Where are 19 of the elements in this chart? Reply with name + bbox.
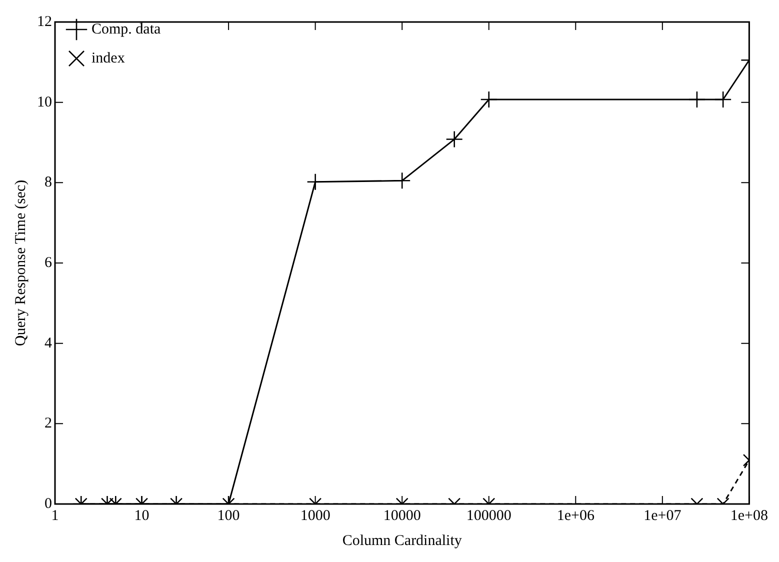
y-axis-title: Query Response Time (sec): [12, 180, 29, 346]
x-tick-label: 1e+08: [730, 508, 768, 524]
y-tick-label: 4: [44, 335, 52, 352]
x-tick-label: 1e+07: [644, 508, 682, 524]
y-tick-label: 8: [44, 174, 52, 191]
x-tick-label: 100: [217, 508, 240, 524]
x-tick-label: 1000: [300, 508, 330, 524]
x-tick-label: 1: [51, 508, 59, 524]
y-tick-label: 12: [37, 14, 52, 30]
y-tick-label: 2: [44, 416, 52, 432]
x-tick-label: 1e+06: [556, 508, 595, 524]
legend-label: index: [92, 50, 126, 66]
y-tick-label: 10: [37, 94, 52, 110]
y-tick-label: 6: [44, 254, 52, 271]
y-tick-label: 0: [44, 496, 52, 512]
x-tick-label: 10000: [383, 508, 421, 524]
x-tick-label: 10: [134, 508, 150, 524]
x-tick-label: 100000: [466, 508, 512, 524]
x-axis-title: Column Cardinality: [342, 532, 462, 549]
